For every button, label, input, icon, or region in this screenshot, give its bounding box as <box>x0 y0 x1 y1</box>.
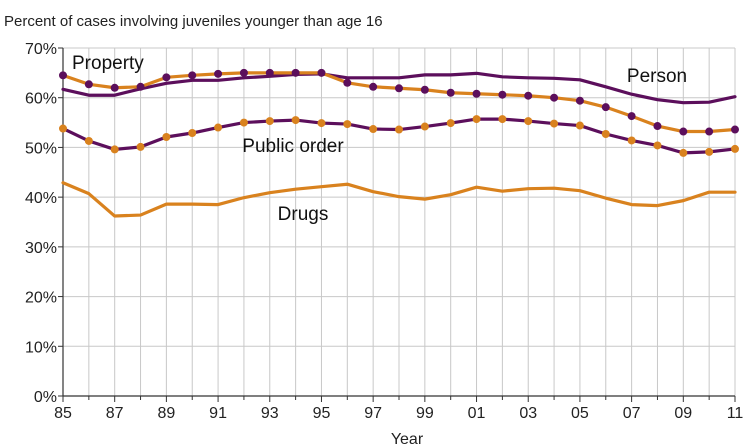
series-label-property: Property <box>72 53 144 74</box>
data-point-property <box>162 73 171 82</box>
data-point-public-order <box>59 124 67 133</box>
data-point-property <box>369 82 378 91</box>
data-point-public-order <box>136 142 145 151</box>
data-point-public-order <box>627 136 636 145</box>
series-label-drugs: Drugs <box>278 204 329 225</box>
data-point-public-order <box>498 115 507 124</box>
data-point-public-order <box>472 115 481 124</box>
y-tick-label: 70% <box>25 41 57 58</box>
data-point-property <box>731 125 739 134</box>
data-point-property <box>395 84 403 93</box>
data-point-property <box>317 68 326 77</box>
data-point-property <box>550 93 559 102</box>
series-labels: Person Property Public order Drugs <box>72 53 687 225</box>
x-axis-tick-labels: 85 87 89 91 93 95 97 99 01 03 05 07 09 11 <box>54 405 743 422</box>
data-point-property <box>575 96 584 105</box>
series-label-person: Person <box>627 66 687 87</box>
x-tick-label: 03 <box>519 405 537 422</box>
data-point-property <box>627 112 636 121</box>
data-point-public-order <box>239 118 248 127</box>
x-tick-label: 85 <box>54 405 72 422</box>
data-point-property <box>265 68 274 77</box>
y-tick-label: 10% <box>25 339 57 356</box>
y-tick-label: 40% <box>25 190 57 207</box>
x-axis-label: Year <box>391 431 424 447</box>
data-point-public-order <box>679 148 688 157</box>
y-tick-label: 0% <box>34 389 57 406</box>
data-point-public-order <box>369 125 378 134</box>
chart-title: Percent of cases involving juveniles you… <box>4 13 383 30</box>
data-point-public-order <box>84 136 93 145</box>
data-point-property <box>420 85 429 94</box>
data-point-property <box>653 122 662 131</box>
x-tick-label: 11 <box>727 405 744 422</box>
y-tick-label: 60% <box>25 91 57 108</box>
data-point-public-order <box>731 144 739 153</box>
series-line-person <box>61 71 737 105</box>
data-point-public-order <box>524 117 533 126</box>
data-point-property <box>705 127 714 136</box>
x-tick-label: 05 <box>571 405 589 422</box>
series-label-public-order: Public order <box>242 136 344 157</box>
x-tick-label: 09 <box>674 405 692 422</box>
data-point-property <box>291 68 300 77</box>
series-markers <box>59 68 739 157</box>
gridlines <box>62 47 736 397</box>
data-point-public-order <box>214 123 223 132</box>
series-line-drugs <box>61 181 737 218</box>
data-point-public-order <box>265 117 274 126</box>
data-point-property <box>136 82 145 91</box>
data-point-public-order <box>188 129 197 138</box>
data-point-public-order <box>653 141 662 150</box>
data-point-public-order <box>550 119 559 128</box>
data-point-property <box>472 89 481 98</box>
axes <box>58 47 736 402</box>
y-tick-label: 20% <box>25 290 57 307</box>
data-point-public-order <box>705 147 714 156</box>
data-point-property <box>446 88 455 97</box>
data-point-public-order <box>446 119 455 128</box>
data-point-property <box>524 91 533 100</box>
data-point-public-order <box>110 145 119 154</box>
data-point-public-order <box>291 116 300 125</box>
x-tick-label: 87 <box>106 405 124 422</box>
data-point-public-order <box>395 125 403 134</box>
y-tick-label: 30% <box>25 240 57 257</box>
data-point-property <box>110 83 119 92</box>
data-point-property <box>343 78 352 87</box>
data-point-property <box>84 80 93 89</box>
x-tick-label: 91 <box>209 405 227 422</box>
data-point-public-order <box>575 121 584 130</box>
data-point-public-order <box>601 130 610 139</box>
data-point-property <box>239 68 248 77</box>
x-tick-label: 07 <box>623 405 641 422</box>
data-point-property <box>188 71 197 80</box>
x-tick-label: 89 <box>157 405 175 422</box>
y-axis-tick-labels: 0% 10% 20% 30% 40% 50% 60% 70% <box>25 41 57 406</box>
x-tick-label: 95 <box>313 405 331 422</box>
x-tick-label: 99 <box>416 405 434 422</box>
data-point-public-order <box>420 122 429 131</box>
data-point-public-order <box>317 119 326 128</box>
y-tick-label: 50% <box>25 140 57 157</box>
data-point-property <box>601 103 610 112</box>
x-tick-label: 93 <box>261 405 279 422</box>
data-point-property <box>59 71 67 80</box>
x-tick-label: 01 <box>468 405 486 422</box>
data-point-property <box>214 69 223 78</box>
data-point-property <box>498 90 507 99</box>
data-point-public-order <box>343 120 352 129</box>
x-tick-label: 97 <box>364 405 382 422</box>
data-point-public-order <box>162 132 171 141</box>
data-point-property <box>679 127 688 136</box>
